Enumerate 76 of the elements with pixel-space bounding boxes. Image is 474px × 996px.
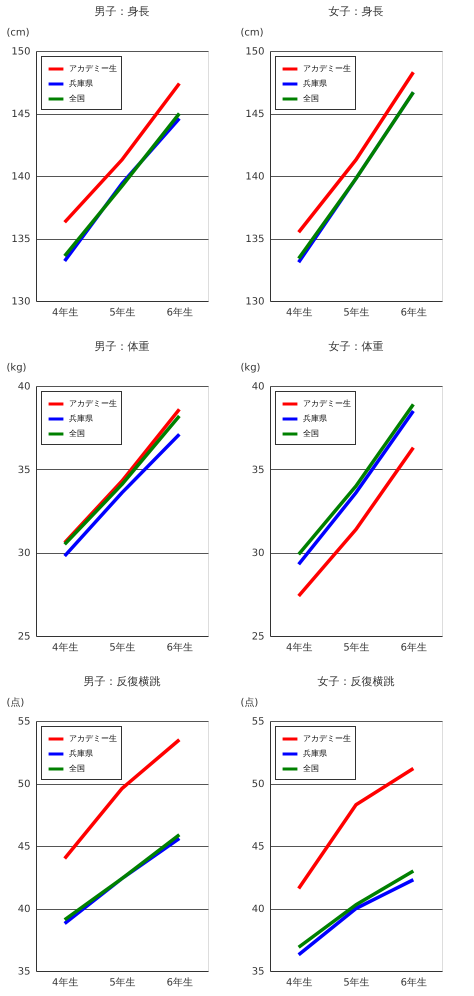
y-axis-title: (kg) — [6, 362, 27, 374]
x-tick-label: 4年生 — [52, 642, 78, 654]
y-tick-label: 140 — [11, 172, 30, 182]
y-tick-label: 40 — [18, 382, 30, 392]
legend-label: 全国 — [69, 764, 85, 773]
y-tick-label: 25 — [18, 632, 30, 642]
x-tick-label: 5年生 — [343, 306, 370, 318]
legend-label: 兵庫県 — [69, 414, 93, 423]
y-tick-label: 55 — [252, 716, 264, 728]
y-tick-label: 135 — [245, 234, 264, 245]
x-tick-label: 4年生 — [286, 642, 312, 654]
legend-label: 全国 — [303, 764, 319, 773]
legend-label: アカデミー生 — [69, 399, 117, 408]
y-tick-label: 150 — [245, 46, 264, 58]
legend-label: 兵庫県 — [303, 749, 327, 758]
chart-title: 男子：体重 — [94, 340, 150, 353]
y-axis-title: (cm) — [240, 28, 264, 38]
x-tick-label: 6年生 — [166, 306, 194, 318]
chart-title: 男子：身長 — [94, 5, 150, 18]
y-tick-label: 140 — [245, 172, 264, 182]
chart-title: 女子：体重 — [328, 340, 384, 353]
x-tick-label: 4年生 — [52, 976, 78, 988]
x-tick-label: 5年生 — [109, 306, 136, 318]
x-tick-label: 4年生 — [286, 976, 312, 988]
y-axis-title: (cm) — [6, 28, 30, 38]
legend-label: 全国 — [303, 429, 319, 438]
y-tick-label: 45 — [18, 842, 30, 852]
y-tick-label: 35 — [18, 464, 30, 476]
x-tick-label: 6年生 — [166, 976, 194, 988]
y-tick-label: 55 — [18, 716, 30, 728]
y-tick-label: 35 — [18, 966, 30, 978]
x-tick-label: 6年生 — [166, 642, 194, 654]
legend-label: アカデミー生 — [303, 399, 351, 408]
legend-label: 兵庫県 — [69, 79, 93, 88]
legend-label: 兵庫県 — [303, 79, 327, 88]
y-tick-label: 45 — [252, 842, 264, 852]
y-tick-label: 30 — [252, 548, 264, 560]
y-axis-title: (kg) — [240, 362, 261, 374]
y-tick-label: 40 — [18, 904, 30, 915]
x-tick-label: 4年生 — [52, 306, 78, 318]
x-tick-label: 6年生 — [400, 306, 428, 318]
y-tick-label: 145 — [245, 109, 264, 120]
x-tick-label: 4年生 — [286, 306, 312, 318]
legend-label: アカデミー生 — [69, 64, 117, 73]
chart-title: 女子：反復横跳 — [318, 675, 394, 688]
legend-label: アカデミー生 — [303, 64, 351, 73]
y-axis-title: (点) — [6, 696, 24, 708]
legend-label: 全国 — [69, 429, 85, 438]
chart-title: 男子：反復横跳 — [84, 675, 160, 688]
y-tick-label: 50 — [252, 779, 264, 790]
y-axis-title: (点) — [240, 696, 258, 708]
legend-label: アカデミー生 — [69, 734, 117, 743]
x-tick-label: 6年生 — [400, 642, 428, 654]
y-tick-label: 145 — [11, 109, 30, 120]
y-tick-label: 150 — [11, 46, 30, 58]
y-tick-label: 30 — [18, 548, 30, 560]
legend-label: 兵庫県 — [303, 414, 327, 423]
y-tick-label: 130 — [245, 296, 264, 308]
y-tick-label: 40 — [252, 904, 264, 915]
x-tick-label: 5年生 — [343, 976, 370, 988]
x-tick-label: 5年生 — [343, 642, 370, 654]
y-tick-label: 40 — [252, 382, 264, 392]
y-tick-label: 35 — [252, 464, 264, 476]
y-tick-label: 25 — [252, 632, 264, 642]
y-tick-label: 35 — [252, 966, 264, 978]
x-tick-label: 6年生 — [400, 976, 428, 988]
x-tick-label: 5年生 — [109, 976, 136, 988]
chart-title: 女子：身長 — [328, 5, 384, 18]
legend-label: 全国 — [303, 94, 319, 103]
legend-label: 全国 — [69, 94, 85, 103]
y-tick-label: 135 — [11, 234, 30, 245]
legend-label: アカデミー生 — [303, 734, 351, 743]
legend-label: 兵庫県 — [69, 749, 93, 758]
y-tick-label: 50 — [18, 779, 30, 790]
x-tick-label: 5年生 — [109, 642, 136, 654]
y-tick-label: 130 — [11, 296, 30, 308]
